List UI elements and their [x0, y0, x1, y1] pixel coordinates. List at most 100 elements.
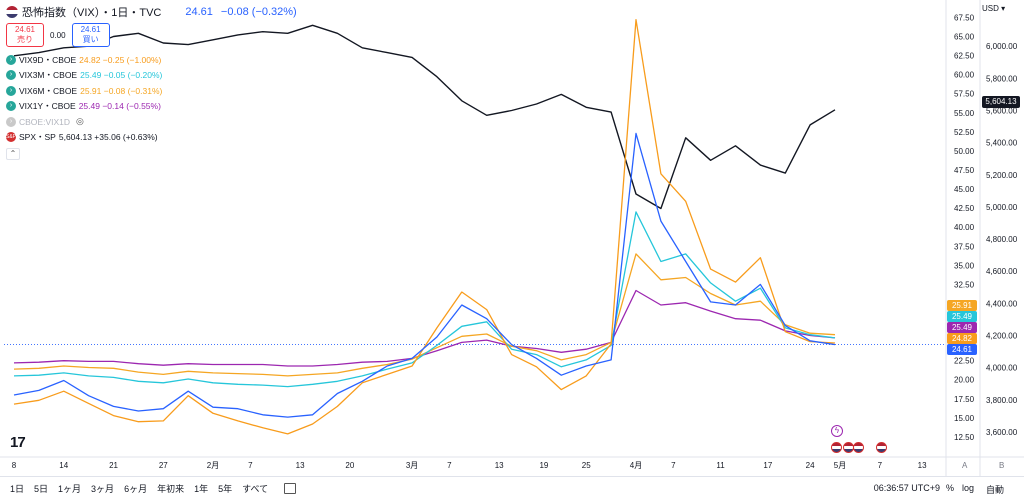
y-left-tick-label: 35.00 — [954, 261, 975, 270]
y-left-tick-label: 42.50 — [954, 204, 975, 213]
legend: 恐怖指数（VIX）・1日・TVC 24.61 −0.08 (−0.32%) 24… — [6, 4, 297, 160]
y-right-tick-label: 4,000.00 — [986, 364, 1018, 373]
symbol-title[interactable]: 恐怖指数（VIX）・1日・TVC — [22, 7, 162, 19]
x-tick-label: 17 — [763, 461, 772, 470]
buy-button[interactable]: 24.61 買い — [71, 23, 110, 47]
log-toggle[interactable]: log — [962, 483, 975, 493]
y-left-tick-label: 17.50 — [954, 395, 975, 404]
x-tick-label: 8 — [12, 461, 17, 470]
us-event-icon[interactable] — [876, 442, 887, 453]
axis-badge-a[interactable]: A — [962, 461, 968, 470]
x-tick-label: 7 — [671, 461, 676, 470]
range-6m[interactable]: 6ヶ月 — [124, 484, 148, 494]
series-line — [13, 211, 836, 388]
y-left-tick-label: 15.00 — [954, 414, 975, 423]
y-right-tick-label: 5,400.00 — [986, 139, 1018, 148]
y-left-tick-label: 67.50 — [954, 13, 975, 22]
y-left-tick-label: 40.00 — [954, 223, 975, 232]
price-pill: 24.82 — [947, 333, 977, 344]
price-pill: 24.61 — [947, 344, 977, 355]
x-tick-label: 27 — [159, 461, 168, 470]
legend-series-values: 25.49 −0.14 (−0.55%) — [78, 101, 161, 112]
play-icon: › — [6, 70, 16, 81]
x-tick-label: 5月 — [834, 461, 846, 470]
collapse-legend-button[interactable]: ⌃ — [6, 148, 20, 160]
legend-series-values: 25.91 −0.08 (−0.31%) — [80, 85, 163, 96]
y-left-tick-label: 47.50 — [954, 166, 975, 175]
x-tick-label: 13 — [296, 461, 305, 470]
us-event-icon[interactable] — [853, 442, 864, 453]
series-line — [13, 253, 836, 377]
x-tick-label: 24 — [806, 461, 815, 470]
x-tick-label: 14 — [59, 461, 68, 470]
y-right-tick-label: 3,600.00 — [986, 428, 1018, 437]
x-tick-label: 11 — [716, 461, 725, 470]
sp-logo-icon: S&P — [6, 132, 17, 143]
legend-series-values: 5,604.13 +35.06 (+0.63%) — [58, 132, 158, 143]
legend-row-vix3m[interactable]: › VIX3M・CBOE 25.49 −0.05 (−0.20%) — [6, 68, 297, 84]
legend-series-values: 24.82 −0.25 (−1.00%) — [79, 54, 162, 65]
y-left-tick-label: 62.50 — [954, 52, 975, 61]
y-right-tick-label: 4,200.00 — [986, 331, 1018, 340]
x-tick-label: 13 — [918, 461, 927, 470]
play-icon: › — [6, 116, 16, 127]
play-icon: › — [6, 101, 16, 112]
y-right-tick-label: 4,800.00 — [986, 235, 1018, 244]
range-ytd[interactable]: 年初来 — [157, 484, 185, 494]
range-1y[interactable]: 1年 — [194, 484, 209, 494]
x-tick-label: 4月 — [630, 461, 642, 470]
y-left-tick-label: 20.00 — [954, 376, 975, 385]
y-right-tick-label: 3,800.00 — [986, 396, 1018, 405]
range-5y[interactable]: 5年 — [218, 484, 233, 494]
legend-series-values: 25.49 −0.05 (−0.20%) — [80, 70, 163, 81]
range-all[interactable]: すべて — [242, 484, 269, 494]
y-right-tick-label: 5,200.00 — [986, 171, 1018, 180]
legend-row-vix1d[interactable]: › CBOE:VIX1D ◎ — [6, 114, 297, 130]
play-icon: › — [6, 85, 16, 96]
auto-toggle[interactable]: 自動 — [986, 485, 1005, 495]
calendar-icon[interactable] — [284, 483, 297, 494]
lightning-icon[interactable]: ϟ — [831, 425, 843, 437]
x-tick-label: 21 — [109, 461, 118, 470]
legend-row-vix9d[interactable]: › VIX9D・CBOE 24.82 −0.25 (−1.00%) — [6, 52, 297, 68]
y-right-tick-label: 6,000.00 — [986, 42, 1018, 51]
legend-series-name: VIX3M・CBOE — [19, 70, 78, 81]
x-tick-label: 25 — [582, 461, 591, 470]
y-left-tick-label: 52.50 — [954, 128, 975, 137]
legend-row-vix6m[interactable]: › VIX6M・CBOE 25.91 −0.08 (−0.31%) — [6, 83, 297, 99]
clock[interactable]: 06:36:57 UTC+9 — [873, 483, 940, 493]
x-tick-label: 20 — [345, 461, 354, 470]
legend-row-spx[interactable]: S&P SPX・SP 5,604.13 +35.06 (+0.63%) — [6, 130, 297, 146]
symbol-change: −0.08 (−0.32%) — [220, 6, 297, 18]
series-line — [13, 24, 836, 210]
range-1d[interactable]: 1日 — [10, 484, 25, 494]
symbol-price: 24.61 — [185, 6, 213, 18]
y-left-tick-label: 32.50 — [954, 280, 975, 289]
series-line — [13, 132, 836, 418]
x-tick-label: 7 — [878, 461, 883, 470]
x-tick-label: 7 — [447, 461, 452, 470]
sell-button[interactable]: 24.61 売り — [6, 23, 44, 47]
legend-row-vix1y[interactable]: › VIX1Y・CBOE 25.49 −0.14 (−0.55%) — [6, 99, 297, 115]
range-3m[interactable]: 3ヶ月 — [91, 484, 115, 494]
price-pill: 25.91 — [947, 300, 977, 311]
y-left-tick-label: 22.50 — [954, 357, 975, 366]
x-tick-label: 19 — [539, 461, 548, 470]
price-pill: 25.49 — [947, 311, 977, 322]
range-5d[interactable]: 5日 — [34, 484, 49, 494]
x-tick-label: 2月 — [207, 461, 219, 470]
range-1m[interactable]: 1ヶ月 — [58, 484, 82, 494]
price-pill: 25.49 — [947, 322, 977, 333]
y-left-tick-label: 45.00 — [954, 185, 975, 194]
currency-selector[interactable]: USD ▾ — [982, 4, 1006, 13]
eye-icon[interactable]: ◎ — [76, 116, 84, 127]
percent-toggle[interactable]: % — [946, 483, 955, 493]
axis-badge-b[interactable]: B — [999, 461, 1005, 470]
y-left-tick-label: 57.50 — [954, 90, 975, 99]
us-event-icon[interactable] — [831, 442, 842, 453]
legend-hidden-series: CBOE:VIX1D — [19, 116, 71, 127]
y-left-tick-label: 60.00 — [954, 71, 975, 80]
spread-value: 0.00 — [50, 30, 66, 40]
bottom-toolbar: 1日 5日 1ヶ月 3ヶ月 6ヶ月 年初来 1年 5年 すべて — [0, 476, 1024, 500]
us-flag-icon — [6, 6, 18, 18]
